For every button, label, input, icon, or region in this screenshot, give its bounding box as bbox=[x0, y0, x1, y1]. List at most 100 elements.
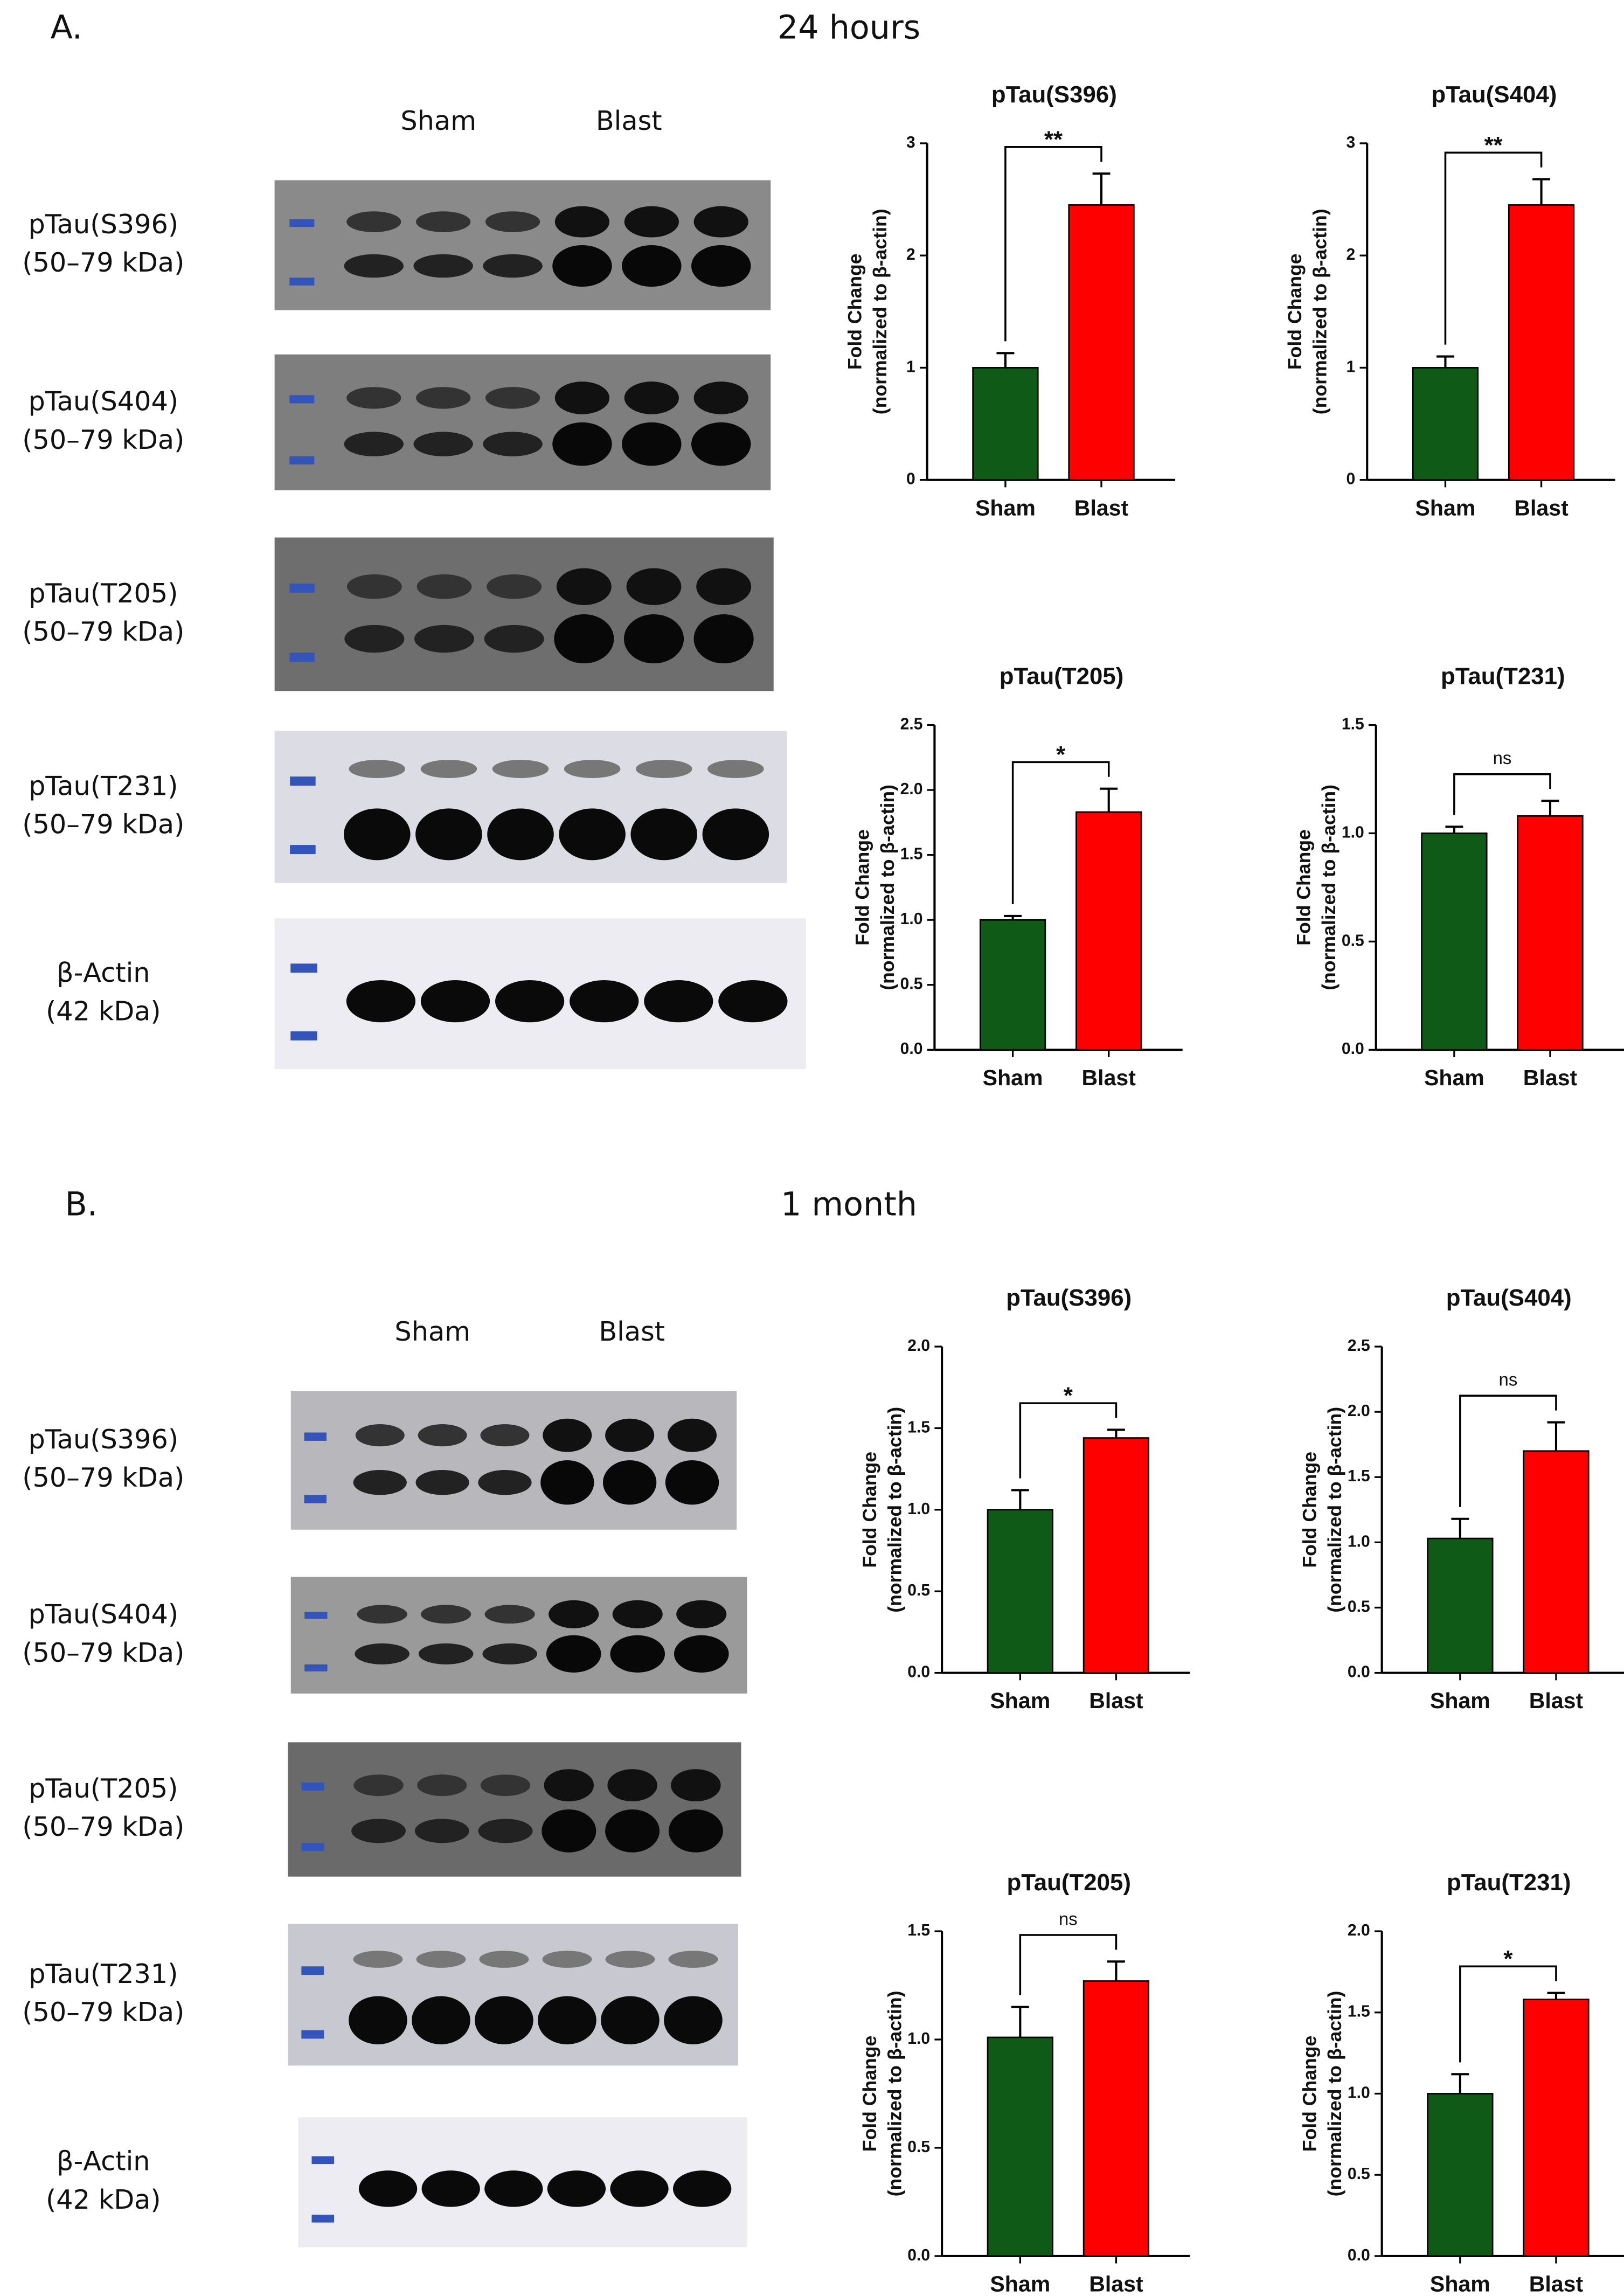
band bbox=[542, 1809, 596, 1853]
band bbox=[484, 625, 544, 653]
x-tick-label: Sham bbox=[1424, 1065, 1484, 1090]
band bbox=[417, 1774, 467, 1796]
significance-label: ** bbox=[1044, 126, 1063, 152]
y-tick-label: 2.0 bbox=[900, 780, 923, 798]
significance-bracket bbox=[1011, 761, 1110, 905]
blot-size: (50–79 kDa) bbox=[22, 809, 184, 840]
band bbox=[420, 980, 490, 1023]
band bbox=[353, 1774, 404, 1796]
y-tick-label: 1.5 bbox=[900, 845, 923, 863]
ladder bbox=[289, 395, 315, 404]
band bbox=[664, 1996, 723, 2044]
bar bbox=[979, 919, 1046, 1051]
blot-name: β-Actin bbox=[57, 2146, 150, 2177]
chart-title: pTau(T205) bbox=[1000, 663, 1124, 689]
band bbox=[480, 1424, 530, 1447]
blot bbox=[288, 1924, 738, 2066]
band bbox=[691, 245, 751, 287]
ladder bbox=[304, 1612, 328, 1619]
band bbox=[412, 1996, 470, 2044]
band bbox=[495, 980, 565, 1023]
y-tick-label: 3 bbox=[1347, 134, 1356, 151]
bar bbox=[1517, 815, 1584, 1051]
band bbox=[624, 381, 679, 414]
band bbox=[668, 1809, 723, 1853]
blot bbox=[290, 1391, 737, 1530]
bar bbox=[1523, 1450, 1590, 1674]
blot-name: pTau(S404) bbox=[28, 1599, 178, 1630]
y-tick-label: 0.5 bbox=[1342, 932, 1364, 949]
chart-title: pTau(T231) bbox=[1447, 1869, 1571, 1896]
group-label: Sham bbox=[394, 1316, 470, 1347]
group-label: Sham bbox=[400, 105, 476, 136]
ladder bbox=[301, 1966, 324, 1975]
band bbox=[487, 574, 542, 599]
blot-size: (42 kDa) bbox=[46, 995, 161, 1026]
band bbox=[487, 808, 554, 861]
band bbox=[482, 1643, 537, 1664]
band bbox=[484, 2170, 543, 2207]
band bbox=[349, 760, 406, 778]
band bbox=[546, 1635, 601, 1673]
chart-title: pTau(S396) bbox=[991, 81, 1117, 108]
band bbox=[674, 1635, 729, 1673]
ladder bbox=[290, 963, 317, 973]
band bbox=[693, 206, 748, 238]
x-tick-label: Blast bbox=[1074, 495, 1129, 520]
ladder bbox=[289, 219, 315, 227]
y-tick-label: 0.0 bbox=[907, 1663, 930, 1681]
y-tick-label: 0 bbox=[1347, 470, 1356, 488]
y-tick-label: 0.5 bbox=[1348, 2165, 1370, 2183]
bar bbox=[1508, 204, 1575, 481]
ladder bbox=[301, 1843, 324, 1851]
ladder bbox=[301, 1782, 324, 1791]
bar bbox=[987, 2036, 1053, 2257]
significance-label: ** bbox=[1484, 132, 1503, 158]
band bbox=[612, 1600, 663, 1628]
ladder bbox=[289, 653, 315, 662]
x-tick-label: Sham bbox=[983, 1065, 1043, 1090]
y-axis-label: Fold Change bbox=[1284, 253, 1306, 370]
band bbox=[644, 980, 713, 1023]
band bbox=[475, 1996, 533, 2044]
band bbox=[420, 760, 477, 778]
y-tick-label: 2.0 bbox=[1348, 1922, 1370, 1939]
band bbox=[622, 422, 682, 466]
significance-label: * bbox=[1503, 1946, 1513, 1972]
band bbox=[415, 808, 482, 861]
significance-label: * bbox=[1064, 1383, 1073, 1409]
x-tick-label: Blast bbox=[1529, 2272, 1584, 2296]
band bbox=[570, 980, 639, 1023]
ladder bbox=[304, 1495, 327, 1503]
ladder bbox=[289, 456, 315, 464]
band bbox=[351, 1819, 406, 1843]
band bbox=[483, 432, 543, 456]
band bbox=[549, 1600, 599, 1628]
blot-size: (50–79 kDa) bbox=[22, 1462, 184, 1493]
blot-name: pTau(T205) bbox=[29, 1773, 178, 1804]
bar bbox=[1523, 1999, 1590, 2257]
significance-bracket bbox=[1004, 146, 1102, 342]
blot bbox=[274, 731, 787, 883]
x-tick-label: Blast bbox=[1081, 1065, 1136, 1090]
band bbox=[707, 760, 764, 778]
band bbox=[554, 614, 614, 664]
band bbox=[622, 245, 682, 287]
band bbox=[418, 1643, 474, 1664]
band bbox=[421, 2170, 480, 2207]
y-tick-label: 1 bbox=[906, 358, 915, 376]
band bbox=[478, 1819, 533, 1843]
y-axis-label: Fold Change bbox=[859, 1452, 880, 1568]
band bbox=[413, 254, 473, 278]
ladder bbox=[290, 776, 316, 786]
band bbox=[353, 1470, 407, 1495]
band bbox=[344, 625, 405, 653]
x-tick-label: Sham bbox=[990, 2272, 1050, 2296]
bar bbox=[1075, 811, 1142, 1051]
significance-bracket bbox=[1444, 151, 1543, 345]
y-axis-label: Fold Change bbox=[1299, 1452, 1321, 1568]
y-tick-label: 1.5 bbox=[1348, 1467, 1370, 1485]
panel-label: A. bbox=[51, 9, 82, 47]
